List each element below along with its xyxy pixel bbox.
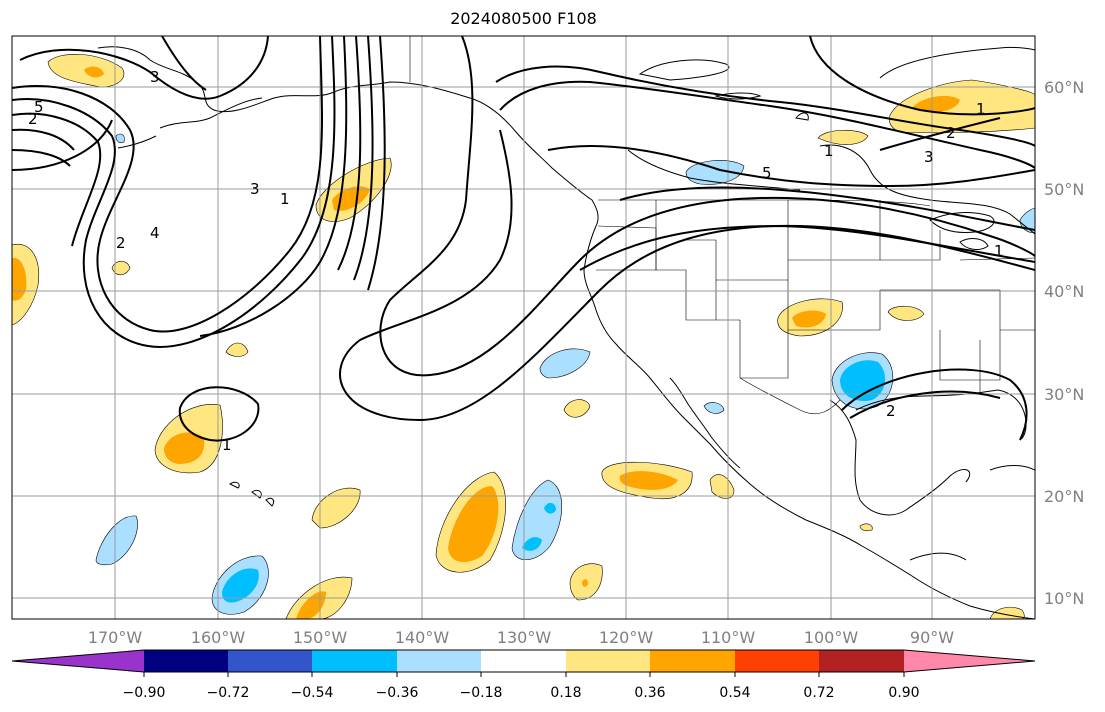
positive-anomaly-area xyxy=(164,432,205,464)
lon-label: 160°W xyxy=(191,628,246,647)
colorbar: −0.90 −0.72 −0.54 −0.36 −0.18 0.18 0.36 … xyxy=(11,649,1036,701)
contour-label: 2 xyxy=(116,234,126,252)
colorbar-tick-label: 0.90 xyxy=(888,685,919,701)
colorbar-segment xyxy=(735,650,819,672)
lon-label: 120°W xyxy=(599,628,654,647)
colorbar-extend-high xyxy=(904,650,1035,672)
colorbar-tick-label: 0.36 xyxy=(634,685,665,701)
negative-anomaly-area xyxy=(95,515,138,566)
contour-label: 1 xyxy=(994,242,1004,260)
lon-label: 100°W xyxy=(804,628,859,647)
colorbar-tick-label: −0.90 xyxy=(123,685,166,701)
lat-label: 30°N xyxy=(1044,385,1084,404)
colorbar-segment xyxy=(481,650,566,672)
positive-anomaly-area xyxy=(912,95,960,113)
colorbar-segment xyxy=(566,650,650,672)
contour-label-group: 1 2 3 5 2 3 1 4 2 1 5 2 3 1 1 xyxy=(28,68,1004,454)
lon-label: 110°W xyxy=(701,628,756,647)
longitude-labels: 170°W 160°W 150°W 140°W 130°W 120°W 110°… xyxy=(88,628,954,647)
contour-label: 1 xyxy=(824,142,834,160)
positive-anomaly-area xyxy=(12,257,27,301)
negative-anomaly-area xyxy=(539,348,591,379)
colorbar-extend-low xyxy=(12,650,144,672)
contour-label: 1 xyxy=(280,190,290,208)
negative-anomaly-area xyxy=(685,160,745,185)
colorbar-segment xyxy=(650,650,735,672)
lon-label: 140°W xyxy=(395,628,450,647)
positive-anomaly-area xyxy=(563,399,591,418)
colorbar-tick-label: 0.18 xyxy=(550,685,581,701)
contour-label: 1 xyxy=(222,436,232,454)
colorbar-segment xyxy=(397,650,481,672)
contour-label: 2 xyxy=(946,124,956,142)
lat-label: 20°N xyxy=(1044,487,1084,506)
colorbar-segment xyxy=(819,650,904,672)
positive-anomaly-area xyxy=(619,471,678,490)
colorbar-segment xyxy=(228,650,312,672)
colorbar-tick-label: 0.54 xyxy=(719,685,750,701)
contour-label: 2 xyxy=(886,402,896,420)
positive-anomaly-area xyxy=(887,305,925,321)
positive-anomaly-area xyxy=(84,66,104,78)
colorbar-ticks xyxy=(143,672,905,677)
colorbar-tick-label: −0.54 xyxy=(291,685,334,701)
lon-label: 170°W xyxy=(88,628,143,647)
lat-label: 60°N xyxy=(1044,78,1084,97)
lon-label: 90°W xyxy=(910,628,954,647)
contour-label: 3 xyxy=(250,180,260,198)
contour-label: 5 xyxy=(762,164,772,182)
contour-label: 3 xyxy=(924,148,934,166)
positive-anomaly-area xyxy=(448,486,499,563)
contour-label: 3 xyxy=(150,68,160,86)
lat-label: 40°N xyxy=(1044,282,1084,301)
negative-anomaly-area xyxy=(703,402,725,414)
latitude-labels: 60°N 50°N 40°N 30°N 20°N 10°N xyxy=(1044,78,1084,608)
colorbar-tick-label: −0.72 xyxy=(207,685,250,701)
map-title: 2024080500 F108 xyxy=(450,9,597,28)
lat-lon-gridlines xyxy=(12,36,1035,619)
colorbar-tick-label: −0.36 xyxy=(376,685,419,701)
positive-anomaly-area xyxy=(859,523,873,532)
lon-label: 150°W xyxy=(293,628,348,647)
lat-label: 50°N xyxy=(1044,180,1084,199)
positive-anomaly-area xyxy=(792,310,826,328)
map-border xyxy=(11,35,1036,620)
positive-anomaly-area xyxy=(225,342,249,357)
colorbar-segment xyxy=(144,650,228,672)
lon-label: 130°W xyxy=(497,628,552,647)
negative-anomaly-area xyxy=(840,360,886,402)
negative-anomaly-area xyxy=(544,502,556,514)
colorbar-tick-label: 0.72 xyxy=(803,685,834,701)
colorbar-segment xyxy=(312,650,397,672)
contour-label: 1 xyxy=(976,100,986,118)
negative-anomaly-area xyxy=(522,537,542,551)
negative-anomaly-area xyxy=(222,568,259,603)
positive-anomaly-area xyxy=(582,579,588,587)
positive-anomaly-area xyxy=(111,260,131,276)
colorbar-tick-label: −0.18 xyxy=(460,685,503,701)
lat-label: 10°N xyxy=(1044,589,1084,608)
negative-anomaly-area xyxy=(115,133,125,144)
contour-label: 2 xyxy=(28,110,38,128)
contour-label: 5 xyxy=(34,98,44,116)
height-contours xyxy=(12,36,1035,442)
contour-label: 4 xyxy=(150,224,160,242)
